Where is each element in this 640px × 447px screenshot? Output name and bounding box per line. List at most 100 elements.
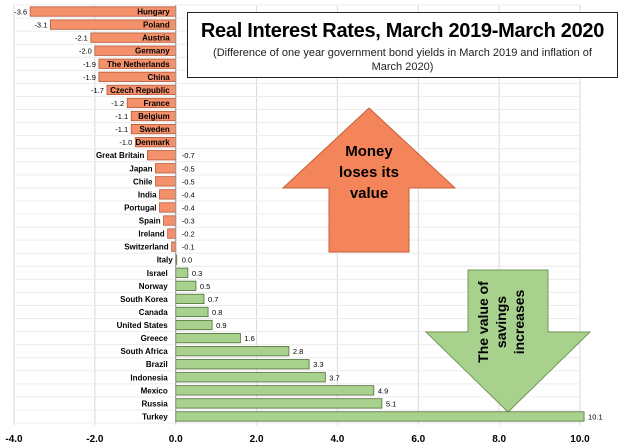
category-label-10: Denmark — [135, 138, 170, 147]
value-label-17: -0.2 — [182, 230, 195, 239]
value-label-23: 0.8 — [212, 308, 222, 317]
bar-12 — [155, 163, 177, 174]
category-label-4: The Netherlands — [107, 60, 170, 69]
category-label-20: Israel — [147, 269, 168, 278]
value-label-11: -0.7 — [182, 151, 195, 160]
value-label-22: 0.7 — [208, 295, 218, 304]
value-label-8: -1.1 — [115, 112, 128, 121]
category-label-24: United States — [117, 321, 169, 330]
category-label-22: South Korea — [120, 295, 168, 304]
value-label-2: -2.1 — [75, 34, 88, 43]
category-label-19: Italy — [157, 256, 174, 265]
value-label-4: -1.9 — [83, 60, 96, 69]
value-label-18: -0.1 — [182, 243, 195, 252]
value-label-10: -1.0 — [119, 138, 132, 147]
bar-21 — [175, 280, 197, 291]
x-tick-label-0: -4.0 — [5, 434, 23, 445]
x-tick-label-7: 10.0 — [570, 434, 590, 445]
category-label-28: Indonesia — [130, 373, 168, 382]
category-label-3: Germany — [135, 47, 170, 56]
chart-subtitle: (Difference of one year government bond … — [213, 47, 592, 73]
bar-31 — [175, 411, 585, 422]
value-label-28: 3.7 — [329, 373, 339, 382]
x-tick-label-3: 2.0 — [250, 434, 264, 445]
value-label-19: 0.0 — [182, 256, 192, 265]
bar-23 — [175, 306, 209, 318]
category-label-30: Russia — [141, 399, 168, 408]
value-label-29: 4.9 — [378, 386, 388, 395]
up-arrow-text: Money loses its value — [339, 143, 399, 202]
category-label-27: Brazil — [146, 360, 168, 369]
bar-18 — [171, 241, 177, 252]
category-label-18: Switzerland — [124, 243, 169, 252]
value-label-6: -1.7 — [91, 86, 104, 95]
category-label-2: Austria — [142, 34, 170, 43]
category-label-8: Belgium — [138, 112, 170, 121]
category-label-14: India — [138, 190, 157, 199]
value-label-25: 1.6 — [244, 334, 254, 343]
category-label-0: Hungary — [137, 8, 170, 17]
category-label-21: Norway — [139, 282, 168, 291]
value-label-31: 10.1 — [588, 412, 603, 421]
category-label-25: Greece — [141, 334, 169, 343]
category-label-15: Portugal — [124, 203, 156, 212]
up-arrow-shape — [281, 107, 457, 253]
category-label-11: Great Britain — [96, 151, 145, 160]
value-label-16: -0.3 — [182, 217, 195, 226]
value-label-14: -0.4 — [182, 190, 195, 199]
category-label-9: Sweden — [139, 125, 169, 134]
category-label-13: Chile — [133, 177, 153, 186]
value-label-15: -0.4 — [182, 203, 195, 212]
value-label-1: -3.1 — [34, 21, 47, 30]
bar-26 — [175, 346, 290, 357]
value-label-20: 0.3 — [192, 269, 202, 278]
bar-13 — [155, 176, 177, 187]
x-tick-label-6: 8.0 — [492, 434, 506, 445]
x-tick-label-4: 4.0 — [330, 434, 344, 445]
x-tick-label-5: 6.0 — [411, 434, 425, 445]
value-label-27: 3.3 — [313, 360, 323, 369]
category-label-16: Spain — [139, 217, 161, 226]
category-label-26: South Africa — [120, 347, 168, 356]
x-tick-label-2: 0.0 — [169, 434, 183, 445]
bar-20 — [175, 267, 189, 278]
category-label-29: Mexico — [141, 386, 168, 395]
chart-title: Real Interest Rates, March 2019-March 20… — [200, 20, 605, 42]
value-label-26: 2.8 — [293, 347, 303, 356]
bar-28 — [175, 372, 326, 383]
category-label-12: Japan — [129, 164, 152, 173]
value-label-30: 5.1 — [386, 399, 396, 408]
value-label-13: -0.5 — [182, 177, 195, 186]
bar-29 — [175, 385, 375, 396]
bar-14 — [159, 189, 177, 200]
bar-15 — [159, 202, 177, 213]
bar-25 — [175, 332, 241, 344]
category-label-5: China — [147, 73, 170, 82]
category-label-23: Canada — [139, 308, 168, 317]
down-arrow-shape — [424, 269, 592, 413]
category-label-1: Poland — [143, 21, 170, 30]
bar-11 — [147, 150, 177, 161]
bar-30 — [175, 398, 383, 409]
bar-24 — [175, 319, 213, 331]
value-label-12: -0.5 — [182, 164, 195, 173]
value-label-3: -2.0 — [79, 47, 92, 56]
category-label-7: France — [143, 99, 170, 108]
value-label-21: 0.5 — [200, 282, 210, 291]
value-label-9: -1.1 — [115, 125, 128, 134]
bar-27 — [175, 359, 310, 370]
category-label-31: Turkey — [142, 412, 168, 421]
bar-16 — [163, 215, 177, 226]
title-box: Real Interest Rates, March 2019-March 20… — [187, 12, 618, 78]
category-label-6: Czech Republic — [110, 86, 170, 95]
value-label-24: 0.9 — [216, 321, 226, 330]
value-label-7: -1.2 — [111, 99, 124, 108]
value-label-5: -1.9 — [83, 73, 96, 82]
down-arrow-text: The value of savings increases — [475, 281, 527, 363]
x-tick-label-1: -2.0 — [86, 434, 104, 445]
value-label-0: -3.6 — [14, 8, 27, 17]
bar-17 — [167, 228, 177, 239]
bar-22 — [175, 293, 205, 305]
category-label-17: Ireland — [138, 230, 164, 239]
